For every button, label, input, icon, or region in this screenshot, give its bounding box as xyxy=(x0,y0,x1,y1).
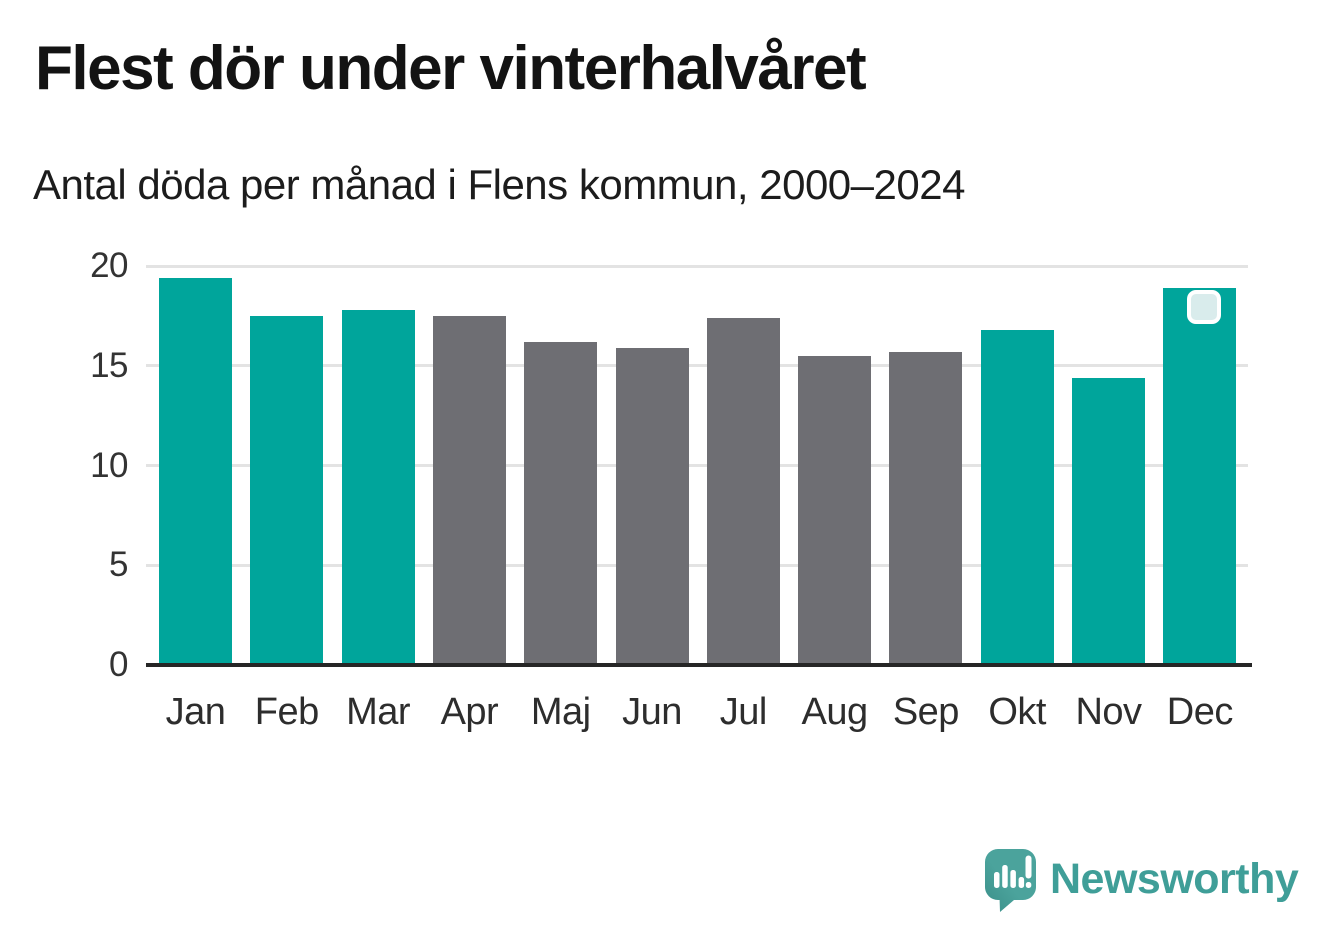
bar-feb xyxy=(250,315,324,665)
x-axis-label-maj: Maj xyxy=(530,691,591,733)
y-axis-label-15: 15 xyxy=(90,345,128,385)
x-axis-label-jun: Jun xyxy=(622,691,682,733)
x-axis-label-mar: Mar xyxy=(346,691,411,733)
bar-mar xyxy=(341,309,415,665)
bar-jan xyxy=(159,277,232,665)
bar-dec xyxy=(1163,287,1237,665)
x-axis-label-jul: Jul xyxy=(719,691,768,733)
bar-jun xyxy=(615,347,689,665)
x-axis-label-feb: Feb xyxy=(254,691,319,733)
logo: Newsworthy xyxy=(985,849,1299,913)
bar-maj xyxy=(524,341,598,665)
gridline-5 xyxy=(146,563,1248,567)
gridline-10 xyxy=(146,464,1248,467)
bar-sep xyxy=(889,351,963,665)
x-axis-label-aug: Aug xyxy=(801,691,869,733)
newsworthy-logo-text: Newsworthy xyxy=(1050,855,1299,903)
x-axis-label-apr: Apr xyxy=(440,691,499,733)
bar-aug xyxy=(798,355,872,665)
x-axis-label-okt: Okt xyxy=(988,691,1046,733)
x-axis-label-jan: Jan xyxy=(165,691,226,733)
bar-jul xyxy=(706,317,780,665)
x-axis-label-dec: Dec xyxy=(1166,691,1234,733)
x-axis-label-nov: Nov xyxy=(1075,691,1142,733)
bar-okt xyxy=(980,329,1054,665)
gridline-20 xyxy=(146,264,1248,268)
y-axis-label-10: 10 xyxy=(90,445,128,485)
current-month-marker xyxy=(1187,289,1222,324)
bar-apr xyxy=(432,315,506,665)
y-axis-label-0: 0 xyxy=(109,645,128,684)
newsworthy-logo-icon xyxy=(985,849,1036,912)
y-axis-label-20: 20 xyxy=(90,246,128,285)
x-axis-label-sep: Sep xyxy=(892,691,960,733)
chart-title: Flest dör under vinterhalvåret xyxy=(35,34,867,103)
bar-nov xyxy=(1072,377,1145,665)
chart-subtitle: Antal döda per månad i Flens kommun, 200… xyxy=(33,161,965,208)
gridline-15 xyxy=(146,364,1248,368)
y-axis-label-5: 5 xyxy=(109,545,128,585)
x-axis-line xyxy=(146,663,1252,667)
